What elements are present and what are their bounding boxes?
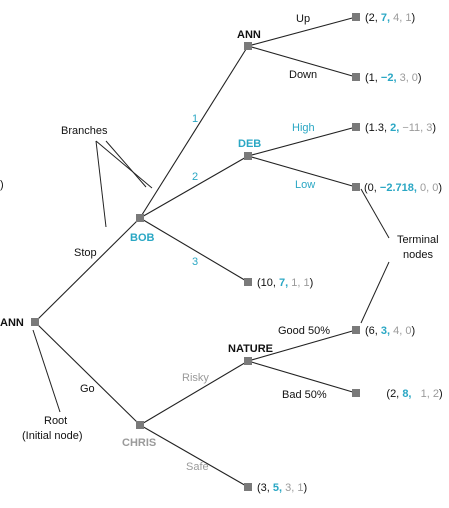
edge-safe [140,425,248,487]
action-label-risky: Risky [182,372,209,384]
clipped-paren: ) [0,179,4,191]
node-ann-top [244,42,252,50]
player-label-ann-top: ANN [237,29,261,41]
action-label-bad: Bad 50% [282,389,327,401]
action-label-low: Low [295,179,315,191]
player-label-ann-root: ANN [0,317,24,329]
action-label-safe: Safe [186,461,209,473]
action-label-down: Down [289,69,317,81]
action-label-go: Go [80,383,95,395]
payoff-up: (2, 7, 4, 1) [365,12,415,24]
player-label-bob: BOB [130,232,155,244]
action-label-3: 3 [192,256,198,268]
payoff-safe: (3, 5, 3, 1) [257,482,307,494]
terminal-node-high [352,123,360,131]
terminal-node-safe [244,483,252,491]
terminal-node-up [352,13,360,21]
node-bob [136,214,144,222]
edge-go [35,322,140,425]
terminal-node-down [352,73,360,81]
edge-bob-2 [140,156,248,218]
player-labels: ANN BOB CHRIS ANN DEB NATURE ) [0,29,273,449]
terminal-node-bad [352,389,360,397]
action-label-good: Good 50% [278,325,330,337]
player-label-nature: NATURE [228,343,273,355]
branches-pointer-1 [96,141,152,188]
edge-bob-3 [140,218,248,282]
annotation-terminal-line1: Terminal [397,234,439,246]
terminal-node-three [244,278,252,286]
edge-stop [35,218,140,322]
node-deb [244,152,252,160]
annotation-root-line2: (Initial node) [22,430,83,442]
action-label-2: 2 [192,171,198,183]
action-labels: Stop Go 1 2 3 Up Down High Low Risky Saf… [74,13,330,473]
branches-pointer-3 [106,141,146,187]
action-label-high: High [292,122,315,134]
annotation-root-line1: Root [44,415,67,427]
annotation-terminal-line2: nodes [403,249,433,261]
node-chris [136,421,144,429]
terminal-pointer-2 [361,262,389,323]
branches-pointer-2 [96,141,106,227]
action-label-stop: Stop [74,247,97,259]
terminal-pointer-1 [361,189,389,238]
terminal-node-good [352,326,360,334]
payoff-down: (1, −2, 3, 0) [365,72,422,84]
payoff-low: (0, −2.718, 0, 0) [364,182,442,194]
node-nature [244,357,252,365]
edge-bob-1 [140,46,248,218]
player-label-chris: CHRIS [122,437,156,449]
node-ann-root [31,318,39,326]
payoff-bad: (2, 8, 1, 2) [365,388,449,400]
annotation-branches: Branches [61,125,108,137]
edge-risky [140,361,248,425]
payoff-three: (10, 7, 1, 1) [257,277,313,289]
payoff-high: (1.3, 2, −11, 3) [365,122,436,134]
action-label-1: 1 [192,113,198,125]
terminal-node-low [352,183,360,191]
action-label-up: Up [296,13,310,25]
player-label-deb: DEB [238,138,261,150]
payoff-good: (6, 3, 4, 0) [365,325,415,337]
